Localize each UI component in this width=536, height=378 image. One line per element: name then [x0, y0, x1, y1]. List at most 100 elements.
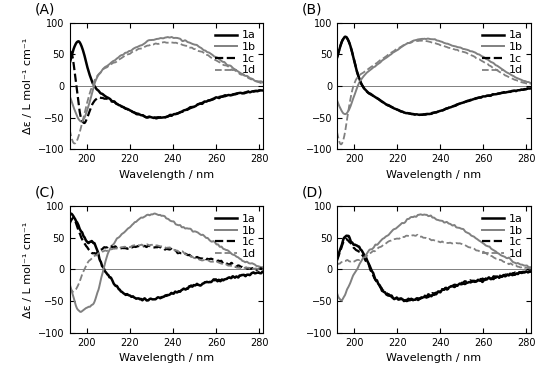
1b	[422, 37, 428, 41]
1c	[449, 105, 455, 109]
1a	[155, 295, 161, 300]
1c	[422, 294, 428, 298]
Line: 1c: 1c	[337, 37, 531, 115]
1b	[368, 247, 375, 252]
1b	[480, 241, 487, 246]
Text: (C): (C)	[35, 186, 55, 200]
Line: 1d: 1d	[70, 244, 263, 292]
1a	[527, 269, 534, 274]
X-axis label: Wavelength / nm: Wavelength / nm	[386, 170, 481, 180]
1b	[117, 54, 123, 58]
Legend: 1a, 1b, 1c, 1d: 1a, 1b, 1c, 1d	[480, 28, 525, 78]
1c	[343, 237, 349, 241]
Line: 1c: 1c	[70, 51, 263, 123]
1a	[117, 287, 123, 292]
1a	[527, 86, 534, 91]
Line: 1a: 1a	[70, 41, 263, 118]
1b	[334, 98, 340, 102]
1b	[168, 35, 175, 39]
X-axis label: Wavelength / nm: Wavelength / nm	[119, 353, 214, 363]
1d	[155, 243, 161, 248]
Legend: 1a, 1b, 1c, 1d: 1a, 1b, 1c, 1d	[213, 28, 258, 78]
1b	[464, 230, 470, 235]
1b	[260, 81, 266, 85]
1d	[527, 82, 534, 87]
1c	[117, 103, 123, 108]
Line: 1a: 1a	[337, 37, 531, 115]
1d	[422, 235, 428, 240]
1c	[422, 112, 428, 117]
1b	[368, 67, 375, 71]
1d	[117, 57, 123, 61]
1b	[181, 226, 188, 230]
1a	[480, 94, 487, 99]
1c	[117, 245, 123, 250]
1c	[480, 277, 487, 281]
1b	[66, 282, 73, 286]
1b	[449, 223, 455, 228]
1a	[213, 277, 219, 282]
1c	[260, 88, 266, 93]
Legend: 1a, 1b, 1c, 1d: 1a, 1b, 1c, 1d	[213, 212, 258, 261]
1c	[254, 268, 260, 272]
1c	[416, 113, 422, 117]
1d	[144, 242, 150, 246]
1d	[66, 127, 73, 132]
1d	[197, 257, 203, 262]
Text: (A): (A)	[35, 2, 55, 16]
1c	[81, 121, 87, 125]
1b	[527, 265, 534, 270]
1d	[449, 46, 455, 50]
1b	[101, 263, 108, 268]
1a	[75, 39, 81, 43]
1d	[419, 38, 426, 43]
1a	[151, 116, 157, 120]
1b	[152, 211, 158, 216]
X-axis label: Wavelength / nm: Wavelength / nm	[119, 170, 214, 180]
1a	[334, 256, 340, 261]
1b	[260, 265, 266, 270]
1c	[334, 55, 340, 60]
1d	[260, 267, 266, 272]
1c	[404, 298, 411, 303]
Text: (B): (B)	[302, 2, 323, 16]
1a	[66, 212, 73, 217]
1c	[368, 93, 375, 97]
1b	[78, 310, 84, 314]
1d	[527, 267, 534, 271]
Line: 1a: 1a	[70, 214, 263, 301]
1b	[154, 37, 161, 41]
1b	[464, 48, 470, 52]
1d	[464, 244, 470, 248]
Line: 1c: 1c	[70, 218, 263, 270]
1d	[480, 59, 487, 64]
1a	[260, 270, 266, 274]
1b	[197, 232, 203, 236]
1c	[384, 102, 390, 107]
1b	[384, 234, 390, 238]
X-axis label: Wavelength / nm: Wavelength / nm	[386, 353, 481, 363]
1c	[449, 284, 455, 288]
1b	[334, 291, 340, 295]
1c	[334, 259, 340, 263]
1c	[181, 108, 188, 113]
1a	[449, 104, 455, 109]
1d	[260, 81, 266, 86]
Line: 1b: 1b	[70, 37, 263, 121]
1d	[368, 250, 375, 255]
1d	[480, 249, 486, 254]
Legend: 1a, 1b, 1c, 1d: 1a, 1b, 1c, 1d	[480, 212, 525, 261]
1a	[197, 283, 203, 288]
1d	[213, 259, 219, 264]
1d	[448, 241, 455, 245]
1d	[101, 249, 108, 253]
Y-axis label: Δε / L mol⁻¹ cm⁻¹: Δε / L mol⁻¹ cm⁻¹	[23, 38, 33, 134]
1b	[449, 43, 455, 48]
1c	[464, 99, 470, 103]
1b	[480, 54, 487, 59]
1b	[213, 55, 219, 59]
1a	[464, 280, 470, 285]
1b	[181, 38, 188, 43]
1a	[66, 61, 73, 65]
1d	[384, 240, 390, 245]
